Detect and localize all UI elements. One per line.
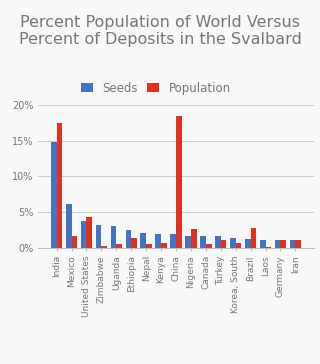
Bar xyxy=(146,244,152,248)
Legend: Seeds, Population: Seeds, Population xyxy=(81,82,231,95)
Bar xyxy=(251,228,256,248)
Bar xyxy=(275,240,281,248)
Bar xyxy=(57,123,62,248)
Bar xyxy=(290,240,295,248)
Bar xyxy=(221,240,227,248)
Bar xyxy=(260,240,266,248)
Bar xyxy=(281,240,286,248)
Bar xyxy=(111,226,116,248)
Bar xyxy=(81,221,86,248)
Bar xyxy=(140,233,146,248)
Bar xyxy=(66,204,71,248)
Bar xyxy=(116,244,122,248)
Bar xyxy=(206,244,212,248)
Bar xyxy=(295,240,301,248)
Text: Percent Population of World Versus
Percent of Deposits in the Svalbard: Percent Population of World Versus Perce… xyxy=(19,15,301,47)
Bar xyxy=(131,238,137,248)
Bar xyxy=(170,234,176,248)
Bar xyxy=(230,238,236,248)
Bar xyxy=(71,236,77,248)
Bar xyxy=(161,242,167,248)
Bar xyxy=(176,116,182,248)
Bar xyxy=(245,239,251,248)
Bar xyxy=(96,225,101,248)
Bar xyxy=(156,234,161,248)
Bar xyxy=(125,230,131,248)
Bar xyxy=(51,142,57,248)
Bar xyxy=(191,229,196,248)
Bar xyxy=(86,217,92,248)
Bar xyxy=(200,236,206,248)
Bar xyxy=(185,236,191,248)
Bar xyxy=(215,236,221,248)
Bar xyxy=(266,247,271,248)
Bar xyxy=(101,246,107,248)
Bar xyxy=(236,243,241,248)
